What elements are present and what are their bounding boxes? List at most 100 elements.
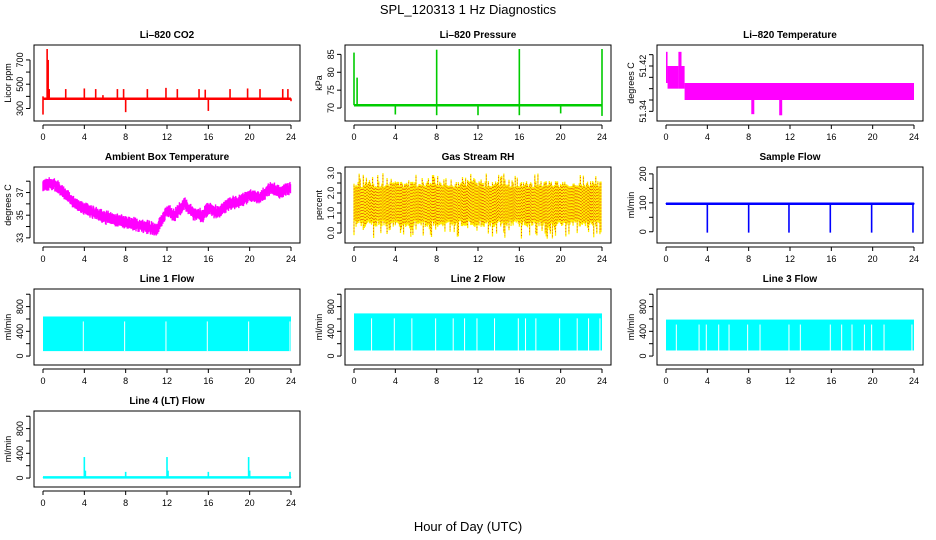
plot-frame (33, 288, 301, 366)
y-tick-label: 700 (15, 52, 25, 67)
x-tick-label: 4 (82, 376, 87, 386)
x-tick-label: 12 (785, 132, 795, 142)
panel-2: Li–820 Pressure kPa 0 4 8 12 16 20 24 70 75 80 85 (314, 30, 612, 142)
x-tick-label: 24 (597, 254, 607, 264)
plot-frame (656, 44, 924, 122)
x-tick-label: 24 (909, 254, 919, 264)
plot-area (665, 202, 915, 233)
x-tick-label: 16 (203, 498, 213, 508)
x-tick-label: 0 (351, 132, 356, 142)
plot-area (666, 51, 914, 116)
data-band (666, 319, 914, 351)
panel-3: Li–820 Temperature degrees C 0 4 8 12 16 20 24 51… (626, 30, 924, 142)
y-tick-label: 51.42 (638, 55, 648, 78)
plot-frame (344, 288, 612, 366)
x-tick-label: 20 (245, 254, 255, 264)
data-band (666, 51, 668, 83)
y-tick-label: 1.0 (326, 207, 336, 220)
data-band (667, 66, 679, 89)
x-tick-label: 24 (909, 132, 919, 142)
panel-title: Line 4 (LT) Flow (129, 396, 205, 407)
x-tick-label: 0 (40, 376, 45, 386)
x-tick-label: 16 (826, 132, 836, 142)
y-axis-label: ml/min (314, 314, 324, 341)
panel-title: Line 3 Flow (763, 274, 818, 285)
panel-7: Line 1 Flow ml/min 0 4 8 12 16 20 24 0 400 800 (3, 274, 301, 386)
figure-xlabel: Hour of Day (UTC) (414, 519, 522, 534)
x-tick-label: 8 (123, 376, 128, 386)
y-tick-label: 0 (638, 354, 648, 359)
y-axis-label: percent (314, 189, 324, 220)
y-axis-label: degrees C (3, 184, 13, 226)
y-tick-label: 0 (15, 354, 25, 359)
x-tick-label: 20 (556, 254, 566, 264)
y-tick-label: 0.0 (326, 227, 336, 240)
x-tick-label: 0 (40, 254, 45, 264)
y-tick-label: 35 (15, 210, 25, 220)
plot-frame (656, 288, 924, 366)
x-tick-label: 20 (245, 132, 255, 142)
x-tick-label: 12 (162, 132, 172, 142)
x-tick-label: 0 (40, 132, 45, 142)
x-tick-label: 16 (203, 254, 213, 264)
x-tick-label: 16 (514, 132, 524, 142)
y-axis-label: degrees C (626, 62, 636, 104)
x-tick-label: 4 (82, 132, 87, 142)
y-axis-label: Licor ppm (3, 63, 13, 103)
y-tick-label: 800 (15, 421, 25, 436)
x-tick-label: 12 (162, 498, 172, 508)
data-band (684, 83, 914, 100)
y-tick-label: 800 (15, 299, 25, 314)
y-tick-label: 200 (638, 166, 648, 181)
plot-frame (33, 44, 301, 122)
y-tick-label: 800 (638, 299, 648, 314)
x-tick-label: 24 (286, 254, 296, 264)
data-band (43, 316, 291, 352)
plot-frame (33, 166, 301, 244)
x-tick-label: 4 (705, 376, 710, 386)
x-tick-label: 16 (203, 376, 213, 386)
plot-area (666, 319, 914, 351)
x-tick-label: 16 (826, 376, 836, 386)
y-axis-label: kPa (314, 75, 324, 91)
x-tick-label: 4 (393, 132, 398, 142)
x-tick-label: 20 (556, 132, 566, 142)
y-tick-label: 500 (15, 77, 25, 92)
x-tick-label: 8 (123, 132, 128, 142)
y-axis-label: ml/min (3, 436, 13, 463)
y-tick-label: 51.34 (638, 100, 648, 123)
plot-area (354, 313, 602, 351)
x-tick-label: 20 (868, 254, 878, 264)
x-tick-label: 12 (473, 132, 483, 142)
x-tick-label: 8 (123, 498, 128, 508)
y-tick-label: 75 (326, 85, 336, 95)
x-tick-label: 0 (351, 376, 356, 386)
x-tick-label: 0 (663, 376, 668, 386)
x-tick-label: 24 (286, 132, 296, 142)
plot-frame (33, 410, 301, 488)
y-tick-label: 100 (638, 195, 648, 210)
y-tick-label: 400 (15, 446, 25, 461)
x-tick-label: 20 (556, 376, 566, 386)
x-tick-label: 8 (434, 132, 439, 142)
x-tick-label: 24 (286, 376, 296, 386)
y-tick-label: 400 (638, 324, 648, 339)
plot-area (43, 316, 291, 352)
y-tick-label: 300 (15, 101, 25, 116)
panel-title: Li–820 CO2 (140, 30, 195, 41)
x-tick-label: 24 (597, 376, 607, 386)
y-tick-label: 3.0 (326, 167, 336, 180)
y-tick-label: 0 (638, 229, 648, 234)
x-tick-label: 12 (473, 376, 483, 386)
x-tick-label: 12 (162, 254, 172, 264)
x-tick-label: 8 (434, 254, 439, 264)
plot-area (42, 49, 292, 115)
y-tick-label: 33 (15, 233, 25, 243)
panel-title: Ambient Box Temperature (105, 152, 230, 163)
plot-area (353, 49, 603, 116)
panel-title: Li–820 Pressure (440, 30, 517, 41)
x-tick-label: 8 (746, 254, 751, 264)
x-tick-label: 20 (868, 132, 878, 142)
y-tick-label: 80 (326, 67, 336, 77)
panel-10: Line 4 (LT) Flow ml/min 0 4 8 12 16 20 24 0 400 800 (3, 396, 301, 508)
